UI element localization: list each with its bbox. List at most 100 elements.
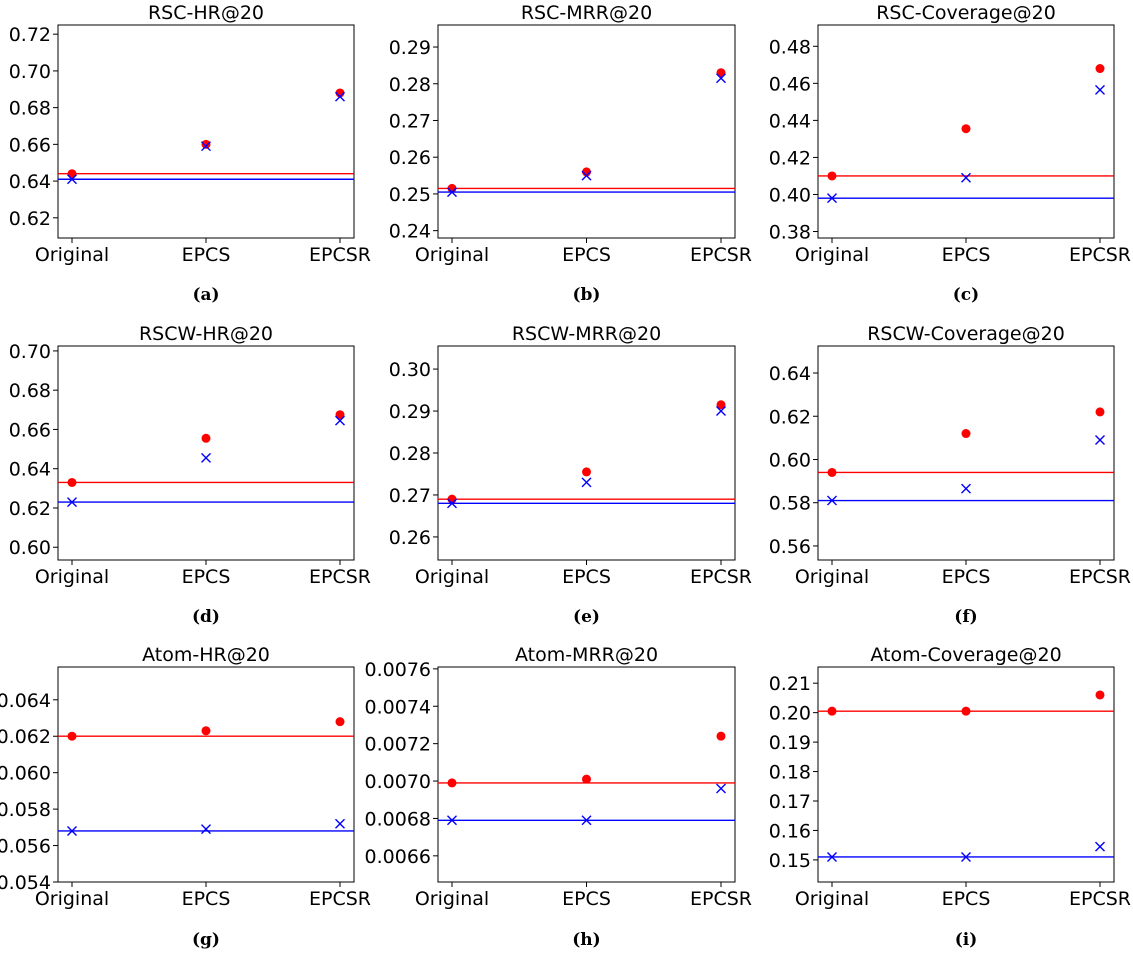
red-dot-point bbox=[201, 726, 211, 736]
x-tick-label: EPCSR bbox=[309, 566, 371, 588]
y-tick-label: 0.19 bbox=[769, 732, 811, 754]
panel-caption: (g) bbox=[192, 930, 220, 950]
x-tick-label: Original bbox=[795, 566, 869, 588]
x-tick-label: EPCSR bbox=[1069, 244, 1131, 266]
panel-caption: (d) bbox=[192, 607, 220, 627]
red-dot-point bbox=[716, 400, 726, 410]
x-tick-label: EPCS bbox=[562, 244, 611, 266]
y-tick-label: 0.056 bbox=[0, 836, 51, 858]
chart-title: RSCW-HR@20 bbox=[139, 323, 273, 345]
y-tick-label: 0.68 bbox=[9, 98, 51, 120]
blue-x-point bbox=[335, 415, 345, 426]
y-tick-label: 0.62 bbox=[9, 498, 51, 520]
x-tick-label: Original bbox=[415, 566, 489, 588]
y-tick-label: 0.060 bbox=[0, 763, 51, 785]
blue-x-point bbox=[961, 172, 971, 183]
y-tick-label: 0.40 bbox=[769, 184, 811, 206]
red-dot-point bbox=[582, 467, 591, 477]
blue-x-point bbox=[447, 815, 457, 826]
blue-x-point bbox=[1095, 435, 1105, 446]
chart-title: RSC-HR@20 bbox=[148, 2, 264, 24]
red-dot-point bbox=[201, 139, 211, 149]
red-dot-point bbox=[716, 68, 726, 78]
x-tick-label: Original bbox=[35, 244, 109, 266]
y-tick-label: 0.0074 bbox=[365, 696, 431, 718]
panel-caption: (e) bbox=[573, 607, 600, 627]
blue-x-point bbox=[716, 783, 726, 794]
blue-x-point bbox=[67, 174, 77, 185]
y-tick-label: 0.0068 bbox=[365, 808, 431, 830]
red-dot-point bbox=[67, 477, 77, 487]
blue-x-point bbox=[201, 141, 211, 152]
panel-caption: (i) bbox=[955, 930, 978, 950]
red-dot-point bbox=[1095, 407, 1105, 417]
red-dot-point bbox=[827, 706, 837, 716]
blue-x-point bbox=[581, 477, 592, 488]
x-tick-label: EPCSR bbox=[1069, 888, 1131, 910]
y-tick-label: 0.0076 bbox=[365, 659, 431, 681]
chart-title: RSCW-MRR@20 bbox=[512, 323, 661, 345]
y-tick-label: 0.62 bbox=[9, 208, 51, 230]
blue-x-point bbox=[67, 825, 77, 836]
chart-title: RSC-Coverage@20 bbox=[876, 2, 1056, 24]
y-tick-label: 0.38 bbox=[769, 222, 811, 244]
y-tick-label: 0.29 bbox=[389, 37, 431, 59]
y-tick-label: 0.28 bbox=[389, 443, 431, 465]
blue-x-point bbox=[827, 193, 837, 204]
red-dot-point bbox=[67, 731, 77, 741]
chart-title: Atom-HR@20 bbox=[142, 644, 270, 666]
blue-x-point bbox=[201, 824, 211, 835]
y-tick-label: 0.16 bbox=[769, 820, 811, 842]
y-tick-label: 0.72 bbox=[9, 24, 51, 46]
y-tick-label: 0.70 bbox=[9, 341, 51, 363]
x-tick-label: Original bbox=[35, 888, 109, 910]
y-tick-label: 0.46 bbox=[769, 73, 811, 95]
chart-panel-8: Atom-MRR@20 0.0066 0.0068 0.0070 0.0072 0.007… bbox=[365, 644, 752, 950]
panel-caption: (h) bbox=[572, 930, 600, 950]
plot-frame bbox=[817, 345, 1115, 561]
x-tick-label: EPCS bbox=[942, 888, 991, 910]
x-tick-label: EPCS bbox=[942, 244, 991, 266]
x-tick-label: EPCS bbox=[182, 244, 231, 266]
plot-frame bbox=[437, 24, 736, 239]
panel-caption: (a) bbox=[192, 285, 219, 305]
blue-x-point bbox=[716, 406, 726, 417]
chart-panel-9: Atom-Coverage@20 0.15 0.16 0.17 0.18 0.19 0.20… bbox=[769, 644, 1131, 950]
chart-title: Atom-MRR@20 bbox=[515, 644, 658, 666]
chart-panel-7: Atom-HR@20 0.054 0.056 0.058 0.060 0.062 0.064… bbox=[0, 644, 371, 950]
blue-x-point bbox=[827, 851, 837, 862]
blue-x-point bbox=[335, 91, 345, 102]
y-tick-label: 0.26 bbox=[389, 147, 431, 169]
y-tick-label: 0.062 bbox=[0, 726, 51, 748]
red-dot-point bbox=[961, 706, 971, 716]
y-tick-label: 0.64 bbox=[9, 171, 51, 193]
x-tick-label: EPCSR bbox=[309, 888, 371, 910]
x-tick-label: Original bbox=[415, 244, 489, 266]
y-tick-label: 0.42 bbox=[769, 147, 811, 169]
y-tick-label: 0.27 bbox=[389, 485, 431, 507]
plot-frame bbox=[57, 666, 355, 883]
chart-title: Atom-Coverage@20 bbox=[870, 644, 1061, 666]
red-dot-point bbox=[335, 717, 345, 727]
x-tick-label: Original bbox=[415, 888, 489, 910]
x-tick-label: EPCS bbox=[182, 888, 231, 910]
x-tick-label: EPCSR bbox=[690, 566, 752, 588]
y-tick-label: 0.29 bbox=[389, 401, 431, 423]
blue-x-point bbox=[716, 73, 726, 84]
x-tick-label: Original bbox=[795, 244, 869, 266]
y-tick-label: 0.30 bbox=[389, 359, 431, 381]
blue-x-point bbox=[447, 498, 457, 509]
blue-x-point bbox=[581, 815, 592, 826]
blue-x-point bbox=[67, 497, 77, 508]
x-tick-label: EPCSR bbox=[690, 244, 752, 266]
red-dot-point bbox=[827, 467, 837, 477]
y-tick-label: 0.21 bbox=[769, 673, 811, 695]
x-tick-label: Original bbox=[35, 566, 109, 588]
y-tick-label: 0.20 bbox=[769, 703, 811, 725]
y-tick-label: 0.62 bbox=[769, 406, 811, 428]
red-dot-point bbox=[716, 731, 726, 741]
y-tick-label: 0.48 bbox=[769, 36, 811, 58]
x-tick-label: EPCS bbox=[942, 566, 991, 588]
blue-x-point bbox=[827, 495, 837, 506]
